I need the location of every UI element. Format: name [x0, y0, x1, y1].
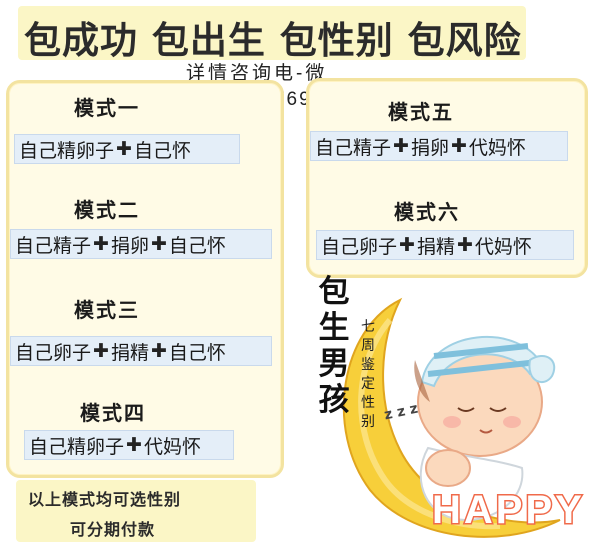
crescent-moon-icon	[342, 297, 561, 538]
plus-icon: ✚	[116, 138, 132, 160]
baby-icon	[414, 336, 556, 522]
mode-4-formula: 自己精卵子 ✚ 代妈怀	[24, 430, 234, 460]
mode-part: 捐精	[110, 341, 149, 364]
mode-5-title: 模式五	[388, 100, 454, 124]
mode-1-formula: 自己精卵子 ✚ 自己怀	[14, 134, 240, 164]
moon-baby-illustration	[342, 297, 561, 538]
slogan-char: 男	[318, 346, 350, 382]
mode-part: 自己怀	[168, 234, 226, 257]
mode-3-formula: 自己卵子 ✚ 捐精 ✚ 自己怀	[10, 336, 272, 366]
mode-part: 自己精子	[315, 136, 392, 159]
mode-part: 自己精卵子	[29, 435, 125, 458]
footer-line-1: 以上模式均可选性别	[28, 490, 182, 509]
headline-banner	[18, 6, 526, 60]
slogan-char: 生	[318, 310, 350, 346]
mode-4-title: 模式四	[80, 401, 146, 425]
mode-5-formula: 自己精子 ✚ 捐卵 ✚ 代妈怀	[310, 131, 568, 161]
vertical-subslogan: 七 周 鉴 定 性 别	[358, 318, 378, 432]
mode-part: 捐卵	[410, 136, 449, 159]
slogan-char: 包	[318, 274, 350, 310]
plus-icon: ✚	[150, 233, 167, 255]
plus-icon: ✚	[450, 135, 467, 157]
subslogan-char: 周	[361, 338, 375, 354]
mode-part: 代妈怀	[468, 136, 526, 159]
subslogan-char: 七	[361, 319, 375, 335]
subslogan-char: 鉴	[361, 357, 375, 373]
mode-part: 代妈怀	[474, 235, 532, 258]
mode-3-title: 模式三	[74, 298, 140, 322]
mode-part: 捐卵	[110, 234, 149, 257]
plus-icon: ✚	[150, 340, 167, 362]
subslogan-char: 性	[361, 395, 375, 411]
mode-2-title: 模式二	[74, 198, 140, 222]
subslogan-char: 别	[361, 414, 375, 430]
footer-line-2: 可分期付款	[70, 520, 156, 539]
mode-part: 自己卵子	[321, 235, 398, 258]
footer-banner	[16, 480, 256, 542]
mode-1-title: 模式一	[74, 96, 140, 120]
mode-part: 捐精	[416, 235, 455, 258]
plus-icon: ✚	[399, 234, 415, 256]
plus-icon: ✚	[93, 340, 109, 362]
mode-6-formula: 自己卵子 ✚ 捐精 ✚ 代妈怀	[316, 230, 574, 260]
headline: 包成功 包出生 包性别 包风险	[24, 19, 522, 62]
mode-part: 代妈怀	[143, 435, 201, 458]
plus-icon: ✚	[456, 234, 473, 256]
subslogan-char: 定	[361, 376, 375, 392]
slogan-char: 孩	[318, 382, 350, 418]
happy-text: HAPPY	[431, 487, 585, 534]
vertical-slogan: 包 生 男 孩	[316, 274, 352, 418]
mode-part: 自己精子	[15, 234, 92, 257]
plus-icon: ✚	[126, 434, 142, 456]
contact-line-1: 详情咨询电-微	[186, 63, 328, 84]
mode-2-formula: 自己精子 ✚ 捐卵 ✚ 自己怀	[10, 229, 272, 259]
mode-part: 自己卵子	[15, 341, 92, 364]
mode-part: 自己精卵子	[19, 139, 115, 162]
plus-icon: ✚	[93, 233, 109, 255]
mode-part: 自己怀	[168, 341, 226, 364]
plus-icon: ✚	[393, 135, 409, 157]
mode-6-title: 模式六	[394, 200, 460, 224]
mode-part: 自己怀	[133, 139, 191, 162]
